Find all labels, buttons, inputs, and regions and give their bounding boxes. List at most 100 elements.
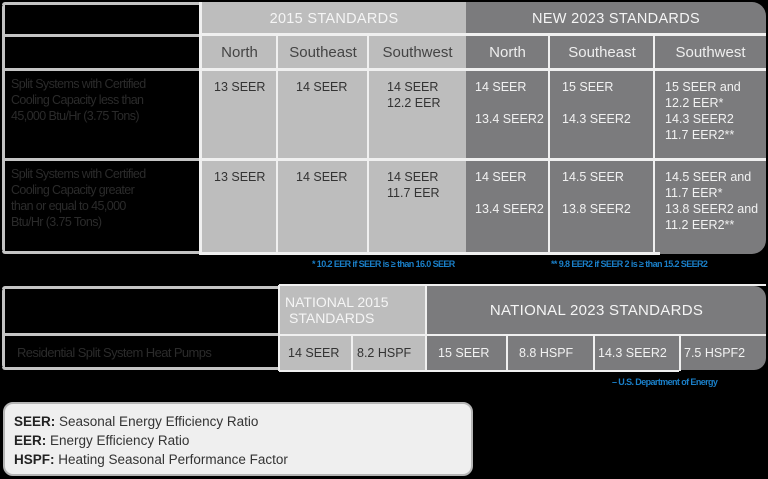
cell-value: 12.2 EER* — [665, 96, 724, 110]
region-header-2015-southeast: Southeast — [278, 36, 368, 69]
row-label-line: than or equal to 45,000 — [11, 199, 126, 213]
region-label: Southwest — [382, 44, 453, 61]
cell-value: 15 SEER — [438, 346, 490, 360]
row-label-under-45000: Split Systems with Certified Cooling Cap… — [11, 76, 199, 124]
grid-line — [593, 335, 595, 371]
grid-line — [351, 335, 353, 371]
grid-line — [653, 34, 655, 254]
grid-line — [278, 285, 280, 371]
cell-r1-2015-north: 13 SEER — [202, 70, 277, 159]
frame-divider-3 — [4, 158, 200, 161]
grid-line — [679, 335, 681, 371]
cell-value: 14 SEER — [387, 80, 439, 94]
region-header-2023-southwest: Southwest — [655, 36, 766, 69]
cell-value: 7.5 HSPF2 — [684, 346, 746, 360]
spacer — [475, 185, 549, 201]
cell-r1-2023-southeast: 15 SEER 14.3 SEER2 — [550, 70, 654, 159]
group-header-national-2023: NATIONAL 2023 STANDARDS — [427, 286, 766, 334]
grid-line — [200, 68, 766, 71]
legend-item-seer: SEER: Seasonal Energy Efficiency Ratio — [14, 412, 471, 431]
cell-r2-2015-southwest: 14 SEER 11.7 EER — [369, 160, 466, 254]
cell-national-2015-seer: 14 SEER — [279, 336, 351, 370]
cell-value: 13.8 SEER2 and — [665, 202, 759, 216]
grid-line — [279, 334, 766, 336]
cell-value: 14.5 SEER and — [665, 170, 752, 184]
cell-value: 13 SEER — [214, 80, 266, 94]
frame-top-left — [2, 286, 279, 289]
legend-definition: Energy Efficiency Ratio — [46, 433, 190, 448]
cell-value: 8.2 HSPF — [357, 346, 412, 360]
cell-value: 13.8 SEER2 — [562, 202, 631, 216]
cell-r1-2023-north: 14 SEER 13.4 SEER2 — [466, 70, 549, 159]
frame-divider-2 — [4, 68, 200, 71]
cell-value: 14.3 SEER2 — [562, 112, 631, 126]
cell-national-2023-hspf: 8.8 HSPF — [508, 336, 593, 370]
cell-national-2015-hspf: 8.2 HSPF — [353, 336, 426, 370]
region-header-2015-north: North — [202, 36, 277, 69]
region-label: Southeast — [289, 44, 357, 61]
region-header-2023-north: North — [466, 36, 549, 69]
cell-r1-2015-southeast: 14 SEER — [278, 70, 368, 159]
spacer — [562, 95, 654, 111]
row-label-line: 45,000 Btu/Hr (3.75 Tons) — [11, 109, 140, 123]
cell-value: 11.7 EER2** — [665, 128, 735, 142]
cell-national-2023-seer2: 14.3 SEER2 — [595, 336, 679, 370]
row-label-heat-pumps: Residential Split System Heat Pumps — [17, 345, 212, 360]
frame-left — [2, 4, 5, 252]
spacer — [562, 185, 654, 201]
frame-divider — [4, 333, 279, 336]
footnote-eer: * 10.2 EER if SEER is ≥ than 16.0 SEER — [312, 259, 455, 269]
region-label: North — [221, 44, 258, 61]
legend-term: SEER: — [14, 414, 56, 429]
frame-left — [2, 288, 5, 368]
cell-value: 15 SEER and — [665, 80, 741, 94]
header-line: STANDARDS — [289, 310, 375, 326]
cell-value: 13.4 SEER2 — [475, 112, 544, 126]
cell-r1-2015-southwest: 14 SEER 12.2 EER — [369, 70, 466, 159]
cell-r2-2015-southeast: 14 SEER — [278, 160, 368, 254]
cell-value: 14.3 SEER2 — [665, 112, 734, 126]
legend-definition: Seasonal Energy Efficiency Ratio — [55, 414, 259, 429]
header-line: NATIONAL 2015 — [285, 294, 389, 310]
cell-value: 11.2 EER2** — [665, 218, 735, 232]
cell-r2-2023-southwest: 14.5 SEER and 11.7 EER* 13.8 SEER2 and 1… — [655, 160, 766, 254]
row-label-line: Split Systems with Certified — [11, 167, 146, 181]
cell-national-2023-hspf2: 7.5 HSPF2 — [681, 336, 766, 370]
cell-value: 8.8 HSPF — [519, 346, 574, 360]
cell-value: 13 SEER — [214, 170, 266, 184]
grid-line — [506, 335, 508, 371]
group-header-national-2015: NATIONAL 2015 STANDARDS — [279, 286, 426, 334]
cell-value: 15 SEER — [562, 80, 614, 94]
header-label: NATIONAL 2023 STANDARDS — [489, 301, 704, 319]
cell-value: 14 SEER — [387, 170, 439, 184]
region-label: Southeast — [568, 44, 636, 61]
frame-bottom-left — [2, 251, 202, 254]
region-label: North — [489, 44, 526, 61]
grid-line — [200, 252, 660, 255]
cell-value: 14 SEER — [296, 80, 348, 94]
cell-value: 14.5 SEER — [562, 170, 624, 184]
grid-line — [199, 2, 202, 255]
legend-term: EER: — [14, 433, 47, 448]
row-label-line: Cooling Capacity less than — [11, 93, 144, 107]
region-header-2023-southeast: Southeast — [550, 36, 654, 69]
cell-value: 14.3 SEER2 — [598, 346, 667, 360]
legend-item-eer: EER: Energy Efficiency Ratio — [14, 431, 471, 450]
footnote-eer2: ** 9.8 EER2 if SEER 2 is ≥ than 15.2 SEE… — [551, 259, 708, 269]
row-label-line: Btu/Hr (3.75 Tons) — [11, 215, 102, 229]
cell-value: 12.2 EER — [387, 96, 441, 110]
grid-line — [279, 284, 766, 286]
grid-line — [367, 34, 369, 254]
grid-line — [425, 285, 427, 371]
group-header-2015: 2015 STANDARDS — [202, 2, 466, 35]
cell-r1-2023-southwest: 15 SEER and 12.2 EER* 14.3 SEER2 11.7 EE… — [655, 70, 766, 159]
cell-r2-2023-southeast: 14.5 SEER 13.8 SEER2 — [550, 160, 654, 254]
cell-value: 14 SEER — [288, 346, 340, 360]
cell-value: 11.7 EER* — [665, 186, 723, 200]
grid-line — [279, 370, 679, 372]
frame-divider-1 — [4, 34, 200, 37]
cell-r2-2023-north: 14 SEER 13.4 SEER2 — [466, 160, 549, 254]
cell-value: 14 SEER — [475, 80, 527, 94]
cell-value: 13.4 SEER2 — [475, 202, 544, 216]
cell-national-2023-seer: 15 SEER — [427, 336, 506, 370]
